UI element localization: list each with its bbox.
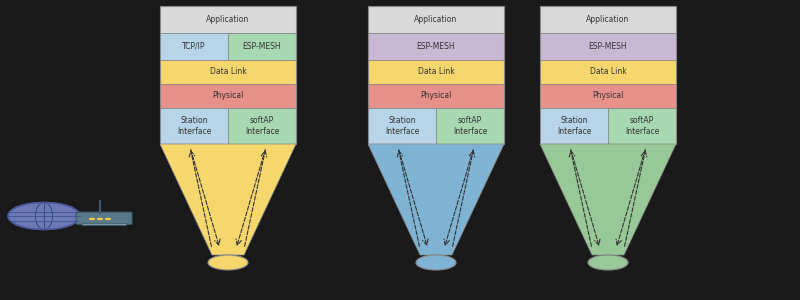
FancyBboxPatch shape xyxy=(540,84,676,108)
FancyBboxPatch shape xyxy=(540,33,676,60)
FancyBboxPatch shape xyxy=(160,6,296,33)
FancyBboxPatch shape xyxy=(368,108,436,144)
Circle shape xyxy=(588,255,628,270)
FancyBboxPatch shape xyxy=(82,223,126,225)
FancyBboxPatch shape xyxy=(368,6,504,33)
FancyBboxPatch shape xyxy=(368,84,504,108)
Text: Station
Interface: Station Interface xyxy=(177,116,211,136)
Text: softAP
Interface: softAP Interface xyxy=(245,116,279,136)
Text: softAP
Interface: softAP Interface xyxy=(453,116,487,136)
Circle shape xyxy=(89,218,95,220)
Text: Physical: Physical xyxy=(592,92,624,100)
FancyBboxPatch shape xyxy=(160,33,228,60)
Circle shape xyxy=(105,218,111,220)
Text: Physical: Physical xyxy=(212,92,244,100)
Text: Application: Application xyxy=(206,15,250,24)
Text: Data Link: Data Link xyxy=(590,68,626,76)
FancyBboxPatch shape xyxy=(228,33,296,60)
Text: ESP-MESH: ESP-MESH xyxy=(589,42,627,51)
Text: Application: Application xyxy=(586,15,630,24)
FancyBboxPatch shape xyxy=(368,33,504,60)
Text: TCP/IP: TCP/IP xyxy=(182,42,206,51)
Text: Physical: Physical xyxy=(420,92,452,100)
FancyBboxPatch shape xyxy=(160,108,228,144)
Text: Station
Interface: Station Interface xyxy=(385,116,419,136)
FancyBboxPatch shape xyxy=(76,212,132,224)
FancyBboxPatch shape xyxy=(160,60,296,84)
Text: Data Link: Data Link xyxy=(210,68,246,76)
Text: ESP-MESH: ESP-MESH xyxy=(417,42,455,51)
Circle shape xyxy=(416,255,456,270)
FancyBboxPatch shape xyxy=(160,84,296,108)
Polygon shape xyxy=(540,144,676,255)
Polygon shape xyxy=(160,144,296,255)
Text: softAP
Interface: softAP Interface xyxy=(625,116,659,136)
Text: Station
Interface: Station Interface xyxy=(557,116,591,136)
FancyBboxPatch shape xyxy=(540,60,676,84)
Circle shape xyxy=(97,218,103,220)
FancyBboxPatch shape xyxy=(608,108,676,144)
Circle shape xyxy=(208,255,248,270)
Polygon shape xyxy=(368,144,504,255)
FancyBboxPatch shape xyxy=(228,108,296,144)
FancyBboxPatch shape xyxy=(540,108,608,144)
Text: Application: Application xyxy=(414,15,458,24)
FancyBboxPatch shape xyxy=(436,108,504,144)
Text: ESP-MESH: ESP-MESH xyxy=(242,42,282,51)
Text: Data Link: Data Link xyxy=(418,68,454,76)
FancyBboxPatch shape xyxy=(540,6,676,33)
FancyBboxPatch shape xyxy=(368,60,504,84)
Circle shape xyxy=(8,202,80,230)
